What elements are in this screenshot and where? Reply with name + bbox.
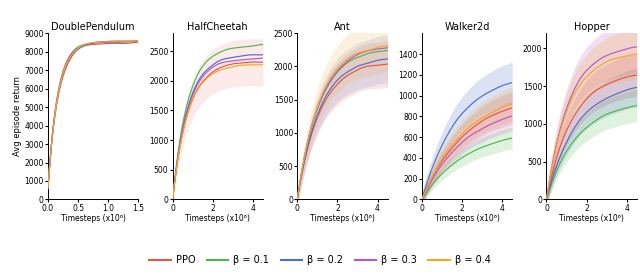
X-axis label: Timesteps (x10⁶): Timesteps (x10⁶) bbox=[186, 214, 250, 223]
Title: HalfCheetah: HalfCheetah bbox=[188, 22, 248, 32]
X-axis label: Timesteps (x10⁶): Timesteps (x10⁶) bbox=[310, 214, 375, 223]
Title: DoublePendulum: DoublePendulum bbox=[51, 22, 135, 32]
Title: Walker2d: Walker2d bbox=[444, 22, 490, 32]
X-axis label: Timesteps (x10⁶): Timesteps (x10⁶) bbox=[559, 214, 624, 223]
X-axis label: Timesteps (x10⁶): Timesteps (x10⁶) bbox=[435, 214, 499, 223]
Legend: PPO, β = 0.1, β = 0.2, β = 0.3, β = 0.4: PPO, β = 0.1, β = 0.2, β = 0.3, β = 0.4 bbox=[145, 252, 495, 269]
Title: Hopper: Hopper bbox=[574, 22, 609, 32]
Title: Ant: Ant bbox=[334, 22, 351, 32]
X-axis label: Timesteps (x10⁶): Timesteps (x10⁶) bbox=[61, 214, 125, 223]
Y-axis label: Avg episode return: Avg episode return bbox=[13, 76, 22, 156]
